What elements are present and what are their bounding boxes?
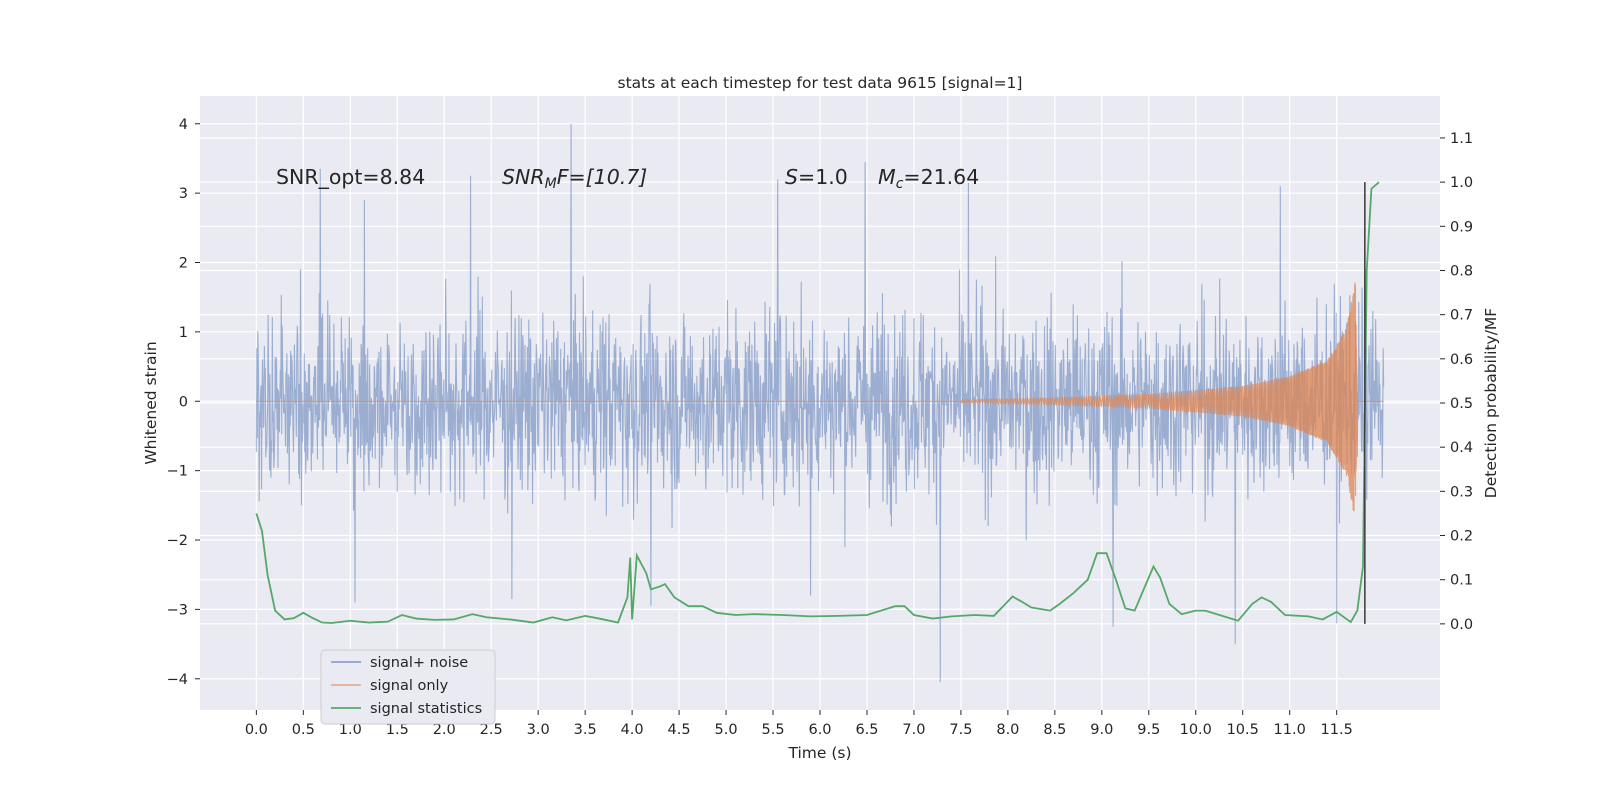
- legend-label-signal-noise: signal+ noise: [370, 655, 468, 671]
- annotation-mc: Mc=21.64: [878, 165, 979, 192]
- y-left-axis-label: Whitened strain: [142, 341, 160, 464]
- series-signal-only-path: [256, 282, 1384, 512]
- y-left-tick-label: −3: [167, 602, 188, 618]
- x-tick-label: 7.0: [902, 722, 925, 738]
- annotation-snr-opt: SNR_opt=8.84: [276, 165, 425, 190]
- y-right-tick-label: 0.6: [1450, 352, 1473, 368]
- y-left-axis-ticks: −4 −3 −2 −1 0 1 2 3 4: [167, 117, 200, 688]
- y-right-tick-label: 0.2: [1450, 529, 1473, 545]
- y-left-tick-label: −2: [167, 533, 188, 549]
- x-tick-label: 7.5: [949, 722, 972, 738]
- legend-label-signal-statistics: signal statistics: [370, 701, 482, 717]
- x-tick-label: 11.5: [1321, 722, 1353, 738]
- x-tick-label: 1.0: [339, 722, 362, 738]
- y-right-tick-label: 0.8: [1450, 263, 1473, 279]
- x-tick-label: 10.0: [1180, 722, 1212, 738]
- x-tick-label: 2.5: [480, 722, 503, 738]
- y-left-tick-label: 3: [179, 186, 188, 202]
- x-tick-label: 11.0: [1274, 722, 1306, 738]
- y-left-tick-label: 2: [179, 256, 188, 272]
- annotation-s: S=1.0: [785, 165, 848, 189]
- y-right-tick-label: 0.0: [1450, 617, 1473, 633]
- x-tick-label: 9.5: [1137, 722, 1160, 738]
- legend-box: [320, 649, 496, 725]
- x-tick-label: 6.0: [808, 722, 831, 738]
- x-tick-label: 9.0: [1090, 722, 1113, 738]
- y-left-tick-label: 1: [179, 325, 188, 341]
- y-right-axis-label: Detection probability/MF: [1482, 308, 1500, 499]
- series-signal-only: [256, 282, 1384, 512]
- y-left-tick-label: 4: [179, 117, 188, 133]
- y-right-tick-label: 0.3: [1450, 484, 1473, 500]
- y-right-tick-label: 0.5: [1450, 396, 1473, 412]
- y-left-tick-label: 0: [179, 394, 188, 410]
- x-axis-label: Time (s): [787, 744, 851, 762]
- x-tick-label: 8.5: [1043, 722, 1066, 738]
- x-tick-label: 2.0: [433, 722, 456, 738]
- y-right-tick-label: 0.9: [1450, 219, 1473, 235]
- series-signal-statistics-path: [255, 181, 1380, 624]
- y-right-tick-label: 0.1: [1450, 573, 1473, 589]
- x-tick-label: 3.5: [574, 722, 597, 738]
- y-right-tick-label: 0.4: [1450, 440, 1473, 456]
- series-signal-noise: [255, 123, 1385, 683]
- y-right-tick-label: 1.1: [1450, 131, 1473, 147]
- x-tick-label: 3.0: [527, 722, 550, 738]
- x-tick-label: 6.5: [855, 722, 878, 738]
- y-right-tick-label: 0.7: [1450, 308, 1473, 324]
- annotation-snr-mf: SNRMF=[10.7]: [502, 165, 647, 192]
- series-signal-noise-path: [255, 123, 1385, 683]
- x-tick-label: 8.0: [996, 722, 1019, 738]
- x-tick-label: 0.0: [245, 722, 268, 738]
- series-signal-statistics: [255, 181, 1380, 624]
- y-right-axis-ticks: 0.0 0.1 0.2 0.3 0.4 0.5 0.6 0.7 0.8 0.9 1.0 1.1: [1440, 131, 1473, 633]
- legend-label-signal-only: signal only: [370, 678, 449, 694]
- chart-title: stats at each timestep for test data 961…: [618, 74, 1023, 92]
- x-tick-label: 1.5: [386, 722, 409, 738]
- grid: [200, 96, 1440, 710]
- x-tick-label: 5.5: [761, 722, 784, 738]
- x-tick-label: 4.5: [668, 722, 691, 738]
- x-tick-label: 10.5: [1227, 722, 1259, 738]
- y-right-tick-label: 1.0: [1450, 175, 1473, 191]
- x-axis-ticks: 0.0 0.5 1.0 1.5 2.0 2.5 3.0 3.5 4.0 4.5 5.0 5.5 6.0 6…: [245, 710, 1353, 738]
- y-left-tick-label: −1: [167, 464, 188, 480]
- x-tick-label: 4.0: [621, 722, 644, 738]
- x-tick-label: 0.5: [292, 722, 315, 738]
- x-tick-label: 5.0: [715, 722, 738, 738]
- y-left-tick-label: −4: [167, 672, 188, 688]
- legend: signal+ noise signal only signal statist…: [320, 649, 496, 725]
